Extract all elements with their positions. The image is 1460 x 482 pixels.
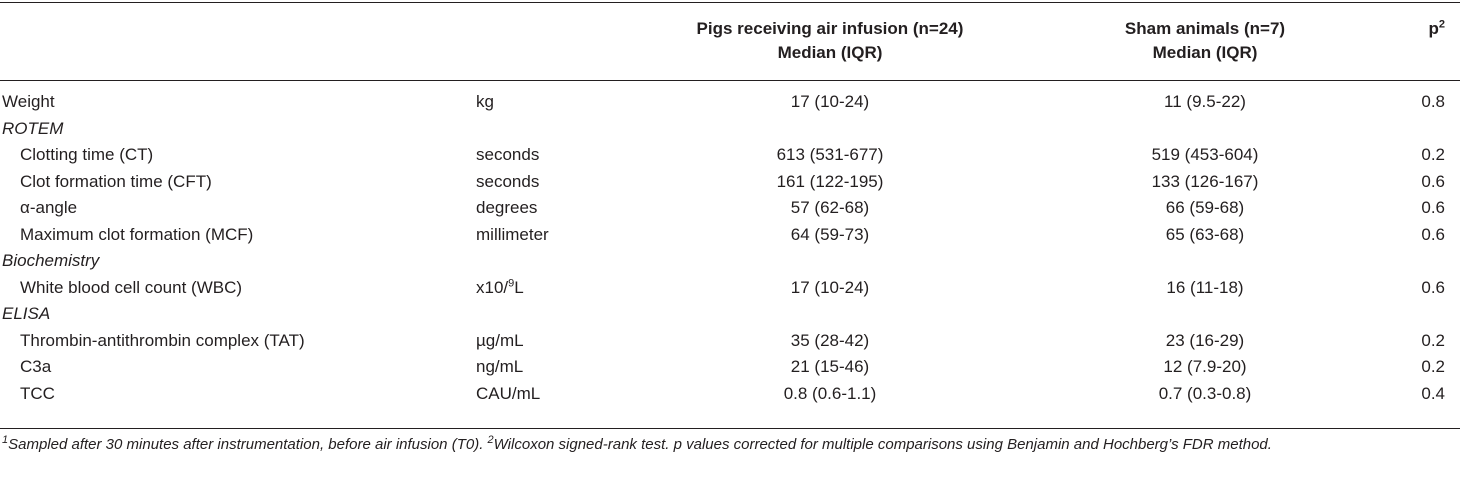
header-p-sup: 2 [1438,18,1445,31]
p-value-cell: 0.6 [1421,171,1445,191]
bottom-rule [0,428,1460,429]
row-label: α-angle [20,198,78,217]
unit-cell: x10/9L [476,276,524,298]
section-heading: ELISA [2,304,51,323]
unit-cell: CAU/mL [476,383,541,403]
header-p-label: p [1428,19,1439,38]
header-sham-group: Sham animals (n=7) Median (IQR) [1050,17,1360,65]
unit-cell: kg [476,92,494,111]
header-p-value: p2 [1428,17,1445,41]
sham-median-cell: 133 (126-167) [1151,171,1259,191]
footnote: 1Sampled after 30 minutes after instrume… [2,434,1452,456]
air-median-cell: 21 (15-46) [790,357,870,376]
air-median-cell: 0.8 (0.6-1.1) [783,383,877,403]
air-median-cell: 64 (59-73) [790,224,870,244]
header-sham-subtitle: Median (IQR) [1152,43,1258,62]
unit-suffix: L [514,277,524,297]
p-value-cell: 0.6 [1421,198,1445,217]
section-heading: ROTEM [2,118,64,138]
row-label: Maximum clot formation (MCF) [20,224,254,244]
air-median-cell: 17 (10-24) [790,277,870,297]
sham-median-cell: 11 (9.5-22) [1164,92,1246,111]
footnote-sup-1: 1 [2,434,9,446]
unit-cell: µg/mL [476,330,524,350]
row-label: C3a [20,357,52,376]
unit-superscript: 9 [508,276,515,289]
p-value-cell: 0.4 [1421,383,1445,403]
header-air-title: Pigs receiving air infusion (n=24) [696,19,964,38]
sham-median-cell: 65 (63-68) [1165,224,1245,244]
row-label: White blood cell count (WBC) [20,277,243,297]
header-air-group: Pigs receiving air infusion (n=24) Media… [620,17,1040,65]
unit-cell: seconds [476,145,540,164]
p-value-cell: 0.6 [1421,277,1445,297]
unit-prefix: x10/ [476,277,509,297]
header-sham-title: Sham animals (n=7) [1124,19,1286,38]
sham-median-cell: 519 (453-604) [1151,145,1259,164]
sham-median-cell: 12 (7.9-20) [1163,357,1247,376]
sham-median-cell: 66 (59-68) [1165,198,1245,217]
air-median-cell: 57 (62-68) [790,198,870,217]
unit-cell: ng/mL [476,357,524,376]
p-value-cell: 0.8 [1421,92,1445,111]
header-air-subtitle: Median (IQR) [777,43,883,62]
air-median-cell: 35 (28-42) [790,330,870,350]
row-label: TCC [20,383,55,403]
p-value-cell: 0.2 [1421,357,1445,376]
air-median-cell: 613 (531-677) [776,145,884,164]
footnote-text-1: Sampled after 30 minutes after instrumen… [8,436,488,453]
air-median-cell: 161 (122-195) [776,171,884,191]
row-label: Weight [2,92,55,111]
sham-median-cell: 16 (11-18) [1166,277,1244,297]
row-label: Thrombin-antithrombin complex (TAT) [20,330,305,350]
p-value-cell: 0.6 [1421,224,1445,244]
top-rule [0,2,1460,3]
section-heading: Biochemistry [2,251,100,270]
air-median-cell: 17 (10-24) [790,92,870,111]
footnote-text-2: Wilcoxon signed-rank test. p values corr… [493,436,1272,453]
header-rule [0,80,1460,81]
unit-cell: degrees [476,198,538,217]
row-label: Clot formation time (CFT) [20,171,212,191]
row-label: Clotting time (CT) [20,145,154,164]
unit-cell: millimeter [476,224,549,244]
p-value-cell: 0.2 [1421,330,1445,350]
p-value-cell: 0.2 [1421,145,1445,164]
footnote-sup-2: 2 [487,434,494,446]
sham-median-cell: 23 (16-29) [1165,330,1245,350]
sham-median-cell: 0.7 (0.3-0.8) [1158,383,1252,403]
unit-cell: seconds [476,171,540,191]
